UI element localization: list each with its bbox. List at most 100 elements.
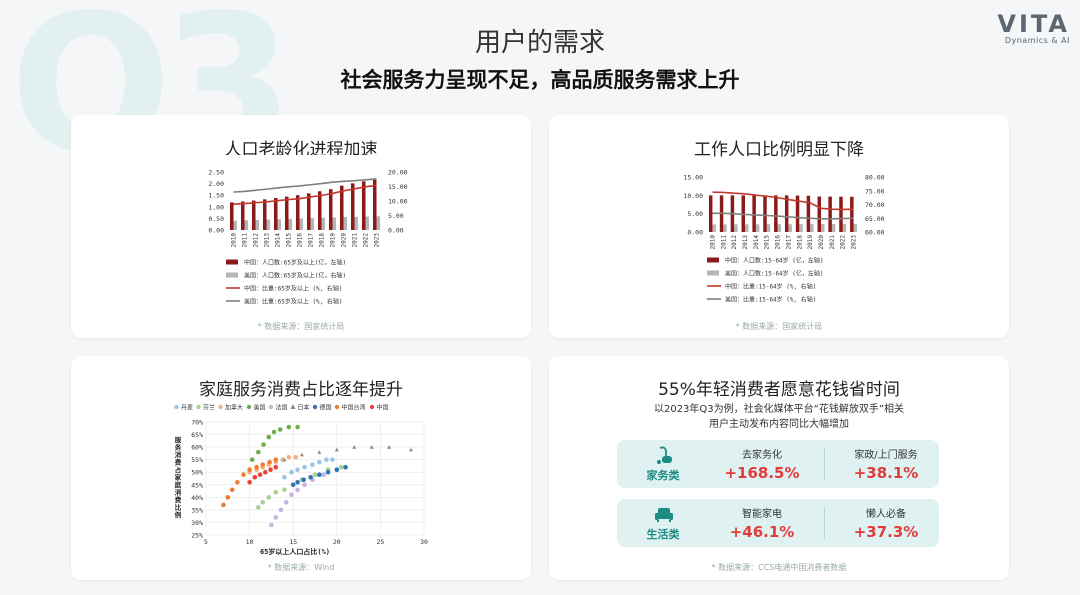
bar-primary xyxy=(372,179,377,230)
row-divider xyxy=(824,448,825,480)
y-axis-label-char: 例 xyxy=(175,510,182,519)
data-point xyxy=(290,482,296,488)
item-value: +46.1% xyxy=(729,523,795,541)
data-point xyxy=(330,457,335,462)
y-tick-label: 60% xyxy=(191,444,203,452)
bar-secondary xyxy=(277,219,282,230)
aging-chart: 2.50 2.00 1.50 1.00 0.50 0.00 20.00 15.00 10.00 5… xyxy=(190,155,416,313)
bar-secondary xyxy=(266,219,271,230)
y-left-tick-label: 2.00 xyxy=(208,180,224,188)
aging-card: 人口老龄化进程加速 2.50 2.00 1.50 1.00 0.50 0.00 20.00 1… xyxy=(71,115,531,338)
data-point xyxy=(338,464,344,470)
y-left-tick-label: 2.50 xyxy=(208,169,224,177)
household-chart-svg: 70% 65% 60% 55% 50% 45% 40% 35% 30% 25%5 10 15 20 25 3… xyxy=(174,404,428,556)
bar-secondary xyxy=(766,224,771,232)
legend-label: 美国：比重:65岁及以上 (%, 右轴) xyxy=(244,298,343,306)
housework-row: 家务类 去家务化 +168.5% 家政/上门服务 +38.1% xyxy=(617,440,939,488)
y-axis-label-char: 比 xyxy=(175,503,182,512)
housework-item-2: 家政/上门服务 +38.1% xyxy=(831,446,941,482)
y-tick-label: 50% xyxy=(191,469,203,477)
data-point xyxy=(302,464,307,470)
bar-primary xyxy=(839,196,843,232)
data-point xyxy=(295,424,300,430)
bar-secondary xyxy=(723,224,727,232)
x-tick-label: 2020 xyxy=(818,235,825,250)
data-point xyxy=(247,479,252,485)
x-tick-label: 2011 xyxy=(720,235,727,250)
x-tick-label: 2016 xyxy=(297,233,304,248)
legend-label: 中国：人口数:65岁及以上(亿，左轴) xyxy=(244,259,346,267)
data-point xyxy=(221,502,226,508)
data-point xyxy=(278,507,284,513)
y-axis-label-char: 庭 xyxy=(175,480,182,489)
legend-label: 中国：人口数:15-64岁 (亿，左轴) xyxy=(725,257,824,265)
data-point xyxy=(229,487,235,493)
item-label: 家政/上门服务 xyxy=(854,450,918,461)
data-point xyxy=(235,479,240,485)
lifestyle-item-1: 智能家电 +46.1% xyxy=(707,505,817,541)
bar-primary xyxy=(752,195,756,232)
bar-primary xyxy=(251,200,256,230)
legend-marker xyxy=(174,404,179,410)
legend-label: 美国 xyxy=(254,404,266,412)
bar-secondary xyxy=(332,217,337,230)
bar-primary xyxy=(806,195,811,232)
data-point xyxy=(301,477,306,483)
bar-secondary xyxy=(810,224,814,232)
data-point xyxy=(295,479,300,485)
x-tick-label: 25 xyxy=(376,538,384,546)
bar-primary xyxy=(306,193,311,230)
legend-label: 美国：比重:15-64岁 (%, 右轴) xyxy=(725,296,816,304)
y-tick-label: 45% xyxy=(191,481,203,489)
series-line xyxy=(712,191,854,211)
bar-secondary xyxy=(755,224,760,232)
bar-secondary xyxy=(244,220,249,230)
bar-primary xyxy=(317,191,322,230)
data-point xyxy=(241,472,246,478)
x-tick-label: 5 xyxy=(204,538,208,546)
bar-primary xyxy=(284,196,289,230)
bar-secondary xyxy=(233,220,238,230)
y-right-tick-label: 0.00 xyxy=(388,227,404,235)
data-point xyxy=(282,474,287,480)
y-tick-label: 55% xyxy=(191,456,203,464)
x-tick-label: 2022 xyxy=(840,235,847,250)
x-tick-label: 2018 xyxy=(796,235,803,250)
x-tick-label: 2021 xyxy=(352,233,359,248)
vita-logo: VITA Dynamics & AI xyxy=(997,12,1070,45)
aging-chart-svg: 2.50 2.00 1.50 1.00 0.50 0.00 20.00 15.00 10.00 5… xyxy=(208,169,407,306)
bar-secondary xyxy=(842,224,847,232)
item-value: +37.3% xyxy=(853,523,919,541)
x-tick-label: 2022 xyxy=(363,233,370,248)
bar-primary xyxy=(229,202,234,230)
young-card: 55%年轻消费者愿意花钱省时间 以2023年Q3为例，社会化媒体平台“花钱解放双… xyxy=(549,356,1009,580)
bar-secondary xyxy=(831,224,836,232)
legend-marker xyxy=(369,404,375,410)
data-point xyxy=(225,495,231,500)
series-line xyxy=(712,212,854,220)
data-point xyxy=(254,464,259,470)
y-right-tick-label: 60.00 xyxy=(865,229,885,237)
data-point xyxy=(260,500,265,505)
legend-label: 中国 xyxy=(377,404,389,412)
working-chart: 15.00 10.00 5.00 0.00 80.00 75.00 70.00 65.00 60… xyxy=(667,167,893,313)
household-card: 家庭服务消费占比逐年提升 70% 65% 60% 55% 50% 45% 40% 35% 30%… xyxy=(71,356,531,580)
housework-category-label: 家务类 xyxy=(646,469,680,482)
data-point xyxy=(273,464,279,470)
young-desc-line1: 以2023年Q3为例，社会化媒体平台“花钱解放双手”相关 xyxy=(653,404,905,415)
data-point xyxy=(324,457,329,462)
legend-marker xyxy=(268,404,274,410)
data-point xyxy=(257,472,263,478)
household-card-title: 家庭服务消费占比逐年提升 xyxy=(199,380,403,400)
bar-secondary xyxy=(799,224,803,232)
data-point xyxy=(256,449,261,455)
bar-secondary xyxy=(255,220,260,230)
legend-swatch xyxy=(226,272,238,278)
y-tick-label: 40% xyxy=(191,494,203,502)
page-subtitle: 社会服务力呈现不足，高品质服务需求上升 xyxy=(340,68,740,92)
series-line xyxy=(233,184,377,205)
y-axis-label-char: 务 xyxy=(175,443,182,452)
bar-primary xyxy=(262,199,267,230)
bar-primary xyxy=(350,183,355,230)
data-point xyxy=(256,505,261,510)
